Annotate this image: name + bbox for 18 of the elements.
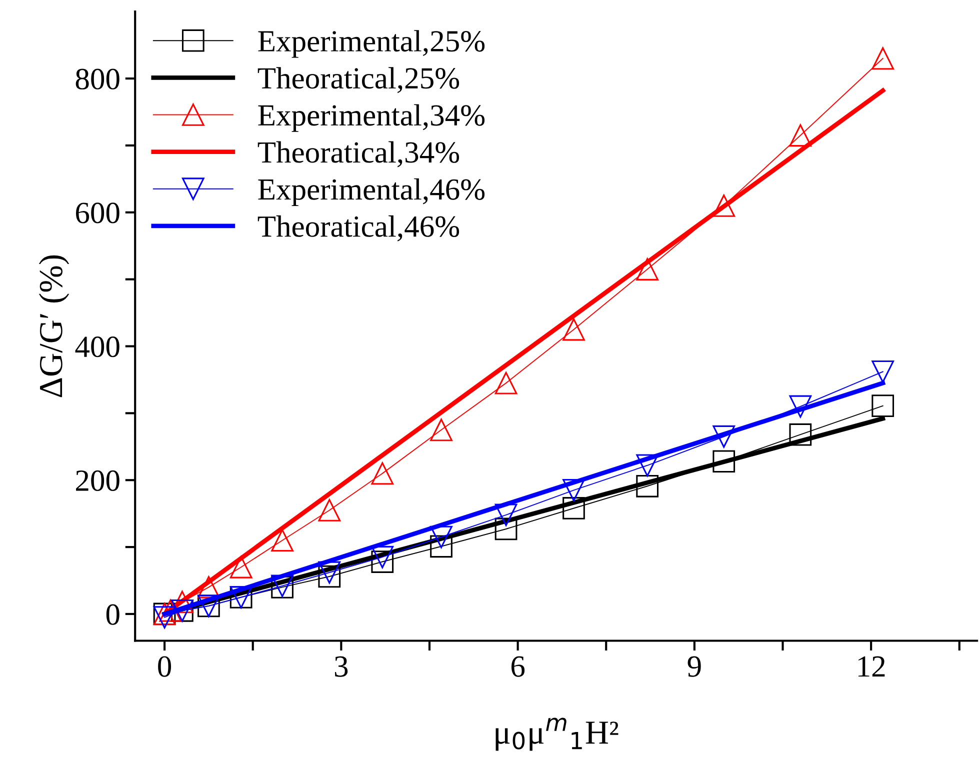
- legend-label: Experimental,25%: [258, 30, 485, 58]
- y-tick-label: 0: [106, 604, 120, 625]
- legend-label: Theoratical,25%: [258, 67, 460, 94]
- y-tick-label: 400: [75, 336, 120, 358]
- legend-label: Theoratical,34%: [258, 141, 460, 168]
- x-tick-label: 0: [158, 656, 172, 677]
- y-axis-title: ΔG/G′ (%): [38, 255, 70, 398]
- y-tick-label: 600: [76, 202, 120, 224]
- legend-label: Experimental,34%: [258, 104, 485, 132]
- y-tick-label: 800: [76, 68, 120, 90]
- x-tick-label: 12: [858, 656, 885, 677]
- x-tick-label: 9: [688, 656, 701, 677]
- x-tick-label: 3: [334, 656, 348, 677]
- x-tick-label: 6: [511, 656, 525, 677]
- y-tick-label: 200: [76, 470, 120, 492]
- x-axis-title: μ$_{0}$μ$^{m}$$_{1}$H²: [496, 718, 618, 751]
- legend-label: Theoratical,46%: [258, 215, 460, 242]
- legend-label: Experimental,46%: [258, 178, 485, 206]
